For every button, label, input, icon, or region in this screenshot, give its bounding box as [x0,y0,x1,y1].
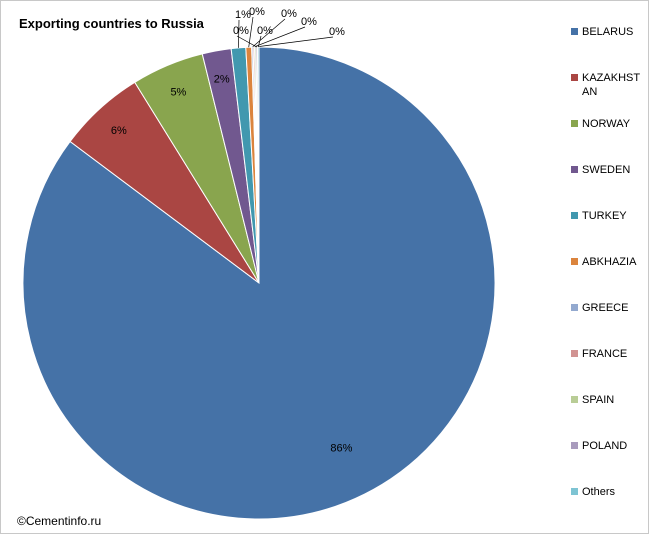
legend-swatch [571,304,578,311]
data-label-turkey: 1% [235,9,251,21]
legend-label: KAZAKHSTAN [582,72,641,98]
data-label-poland: 0% [233,25,249,37]
leader-line-abkhazia [248,16,254,48]
leader-line-spain [255,36,334,48]
legend-label: GREECE [582,302,629,314]
legend-swatch [571,166,578,173]
data-label-abkhazia: 0% [249,6,265,18]
legend-label: BELARUS [582,26,634,38]
leader-line-poland [236,35,257,48]
legend-swatch [571,28,578,35]
data-label-greece: 0% [281,8,297,20]
data-label-belarus: 86% [330,443,352,455]
legend-swatch [571,258,578,265]
legend-swatch [571,120,578,127]
legend-swatch [571,442,578,449]
legend-swatch [571,74,578,81]
legend-label: Others [582,486,616,498]
legend-label: NORWAY [582,118,631,130]
legend-label: FRANCE [582,348,628,360]
data-label-sweden: 2% [214,74,230,86]
pie-slice-others [257,46,260,284]
copyright-text: ©Cementinfo.ru [17,514,102,528]
leader-line-france [253,26,306,48]
data-label-france: 0% [301,16,317,28]
legend-swatch [571,488,578,495]
legend-label: POLAND [582,440,628,452]
data-label-spain: 0% [329,26,345,38]
data-label-norway: 5% [170,87,186,99]
legend-swatch [571,350,578,357]
legend-label: SWEDEN [582,164,631,176]
data-label-kazakhstan: 6% [111,125,127,137]
leader-line-others [257,35,262,48]
data-label-others: 0% [257,25,273,37]
chart-title: Exporting countries to Russia [19,16,204,31]
leader-line-turkey [238,19,240,48]
legend-swatch [571,396,578,403]
legend-swatch [571,212,578,219]
legend-label: SPAIN [582,394,615,406]
legend-label: TURKEY [582,210,627,222]
leader-line-greece [252,18,286,48]
legend-label: ABKHAZIA [582,256,637,268]
